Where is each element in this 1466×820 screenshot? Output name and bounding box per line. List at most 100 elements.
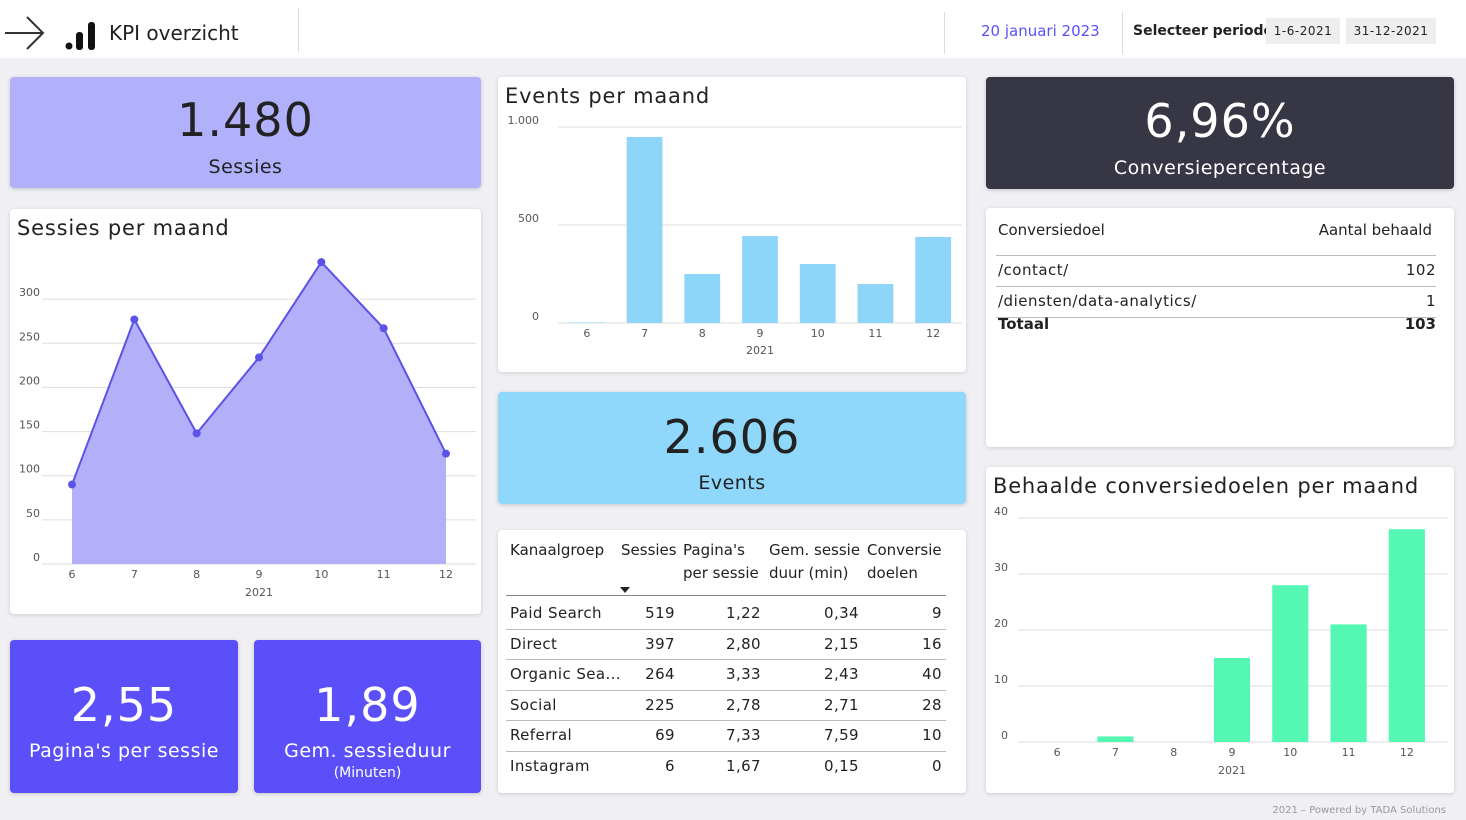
kpi-label: Pagina's per sessie [29,740,219,762]
y-tick-label: 0 [532,310,539,323]
x-tick-label: 10 [1283,746,1297,759]
table-cell: 2,43 [824,665,859,684]
table-cell: 397 [645,634,675,653]
back-arrow[interactable] [0,10,50,56]
kpi-sublabel: (Minuten) [333,765,402,781]
x-tick-label: 6 [1054,746,1061,759]
bar [915,236,952,323]
chart: Sessies per maand 0 50 100 150 200 250 300 6 7 8 9 1… [17,216,476,599]
report-date: 20 januari 2023 [981,22,1100,40]
table-cell: 1,67 [726,757,761,775]
kpi-card: 2,55 Pagina's per sessie [10,640,238,793]
column-header: Pagina's per sessie [683,541,759,582]
table-cell: 1,22 [726,604,761,622]
point [130,315,139,324]
row-divider [506,659,946,661]
table-cell: Social [510,695,557,714]
y-tick-label: 0 [1001,729,1008,742]
bar [742,235,778,323]
x-tick-label: 9 [1229,746,1236,759]
row-divider [506,751,946,752]
point [68,480,76,489]
column-header: Gem. sessie duur (min) [769,541,861,582]
y-tick-label: 50 [26,507,40,520]
row-divider [506,628,946,630]
kpi-value: 6,96% [1144,94,1296,148]
total-cell: 103 [1404,315,1436,333]
bar [1388,529,1425,742]
period-end[interactable]: 31-12-2021 [1346,18,1436,44]
footer: 2021 – Powered by TADA Solutions [1272,805,1446,816]
logo-icon [65,22,95,50]
row-divider [996,317,1436,318]
x-axis-label: 2021 [746,344,774,357]
table-cell: 28 [922,695,942,714]
x-tick-label: 12 [926,327,940,340]
divider [944,12,945,54]
chart: Behaalde conversiedoelen per maand 0 10 20 3… [993,474,1448,777]
table-cell: 1 [1425,292,1436,310]
y-tick-label: 0 [33,551,40,564]
kpi-label: Sessies [208,156,283,178]
row-divider [506,595,946,596]
bar [568,322,605,323]
y-tick-label: 150 [19,419,40,432]
y-tick-label: 500 [518,212,539,225]
table-cell: 102 [1405,261,1436,279]
table-cell: 2,80 [726,634,761,653]
point [192,429,201,438]
table-cell: Instagram [510,757,590,775]
table-cell: 16 [922,634,942,653]
period-start[interactable]: 1-6-2021 [1266,18,1340,44]
chart: Events per maand 0 500 1.000 6 7 8 9 10 11 12 2021 [505,84,962,357]
chart-title: Events per maand [505,84,710,108]
table-cell: 225 [645,695,675,714]
table-cell: Paid Search [510,604,602,622]
y-tick-label: 100 [19,463,40,476]
table-cell: 0,34 [824,604,859,622]
table-cell: 7,33 [726,726,761,745]
row-divider [996,255,1436,256]
column-header: Aantal behaald [1318,221,1432,239]
table-cell: /diensten/data-analytics/ [998,292,1197,310]
x-tick-label: 7 [1112,746,1119,759]
kpi-label: Gem. sessieduur [284,740,451,762]
table-cell: 519 [645,604,675,622]
point [379,324,388,333]
chart-panel: Behaalde conversiedoelen per maand 0 10 20 3… [986,467,1454,793]
x-tick-label: 11 [377,568,391,581]
kpi-label: Conversiepercentage [1113,157,1327,179]
y-tick-label: 30 [994,561,1008,574]
x-tick-label: 6 [69,568,76,581]
bar [857,283,894,323]
x-tick-label: 8 [1170,746,1177,759]
table-cell: 264 [645,665,675,684]
x-tick-label: 6 [583,327,590,340]
sort-indicator[interactable] [620,586,630,594]
table-cell: 2,78 [726,695,761,714]
kpi-value: 1,89 [314,678,421,732]
x-tick-label: 8 [193,568,200,581]
column-header: Conversiedoel [998,221,1105,239]
chart-title: Behaalde conversiedoelen per maand [993,474,1419,498]
kpi-value: 1.480 [177,93,314,147]
bar [799,264,836,323]
row-divider [506,689,946,691]
dashboard-title: KPI overzicht [109,21,239,45]
area-fill [72,262,446,564]
column-header: Sessies [621,541,677,559]
bar [684,274,721,323]
table-cell: /contact/ [998,261,1069,279]
y-tick-label: 1.000 [508,114,540,127]
kpi-card: 6,96% Conversiepercentage [986,77,1454,189]
bar [1097,736,1134,742]
row-divider [506,720,946,722]
table-cell: 10 [922,726,942,745]
table-cell: 0 [932,757,942,775]
conversion-table: Conversiedoel Aantal behaald/contact/102 /… [986,208,1454,447]
column-header: Kanaalgroep [510,541,605,559]
kpi-value: 2.606 [663,410,801,464]
point [442,449,450,458]
x-tick-label: 10 [811,327,825,340]
